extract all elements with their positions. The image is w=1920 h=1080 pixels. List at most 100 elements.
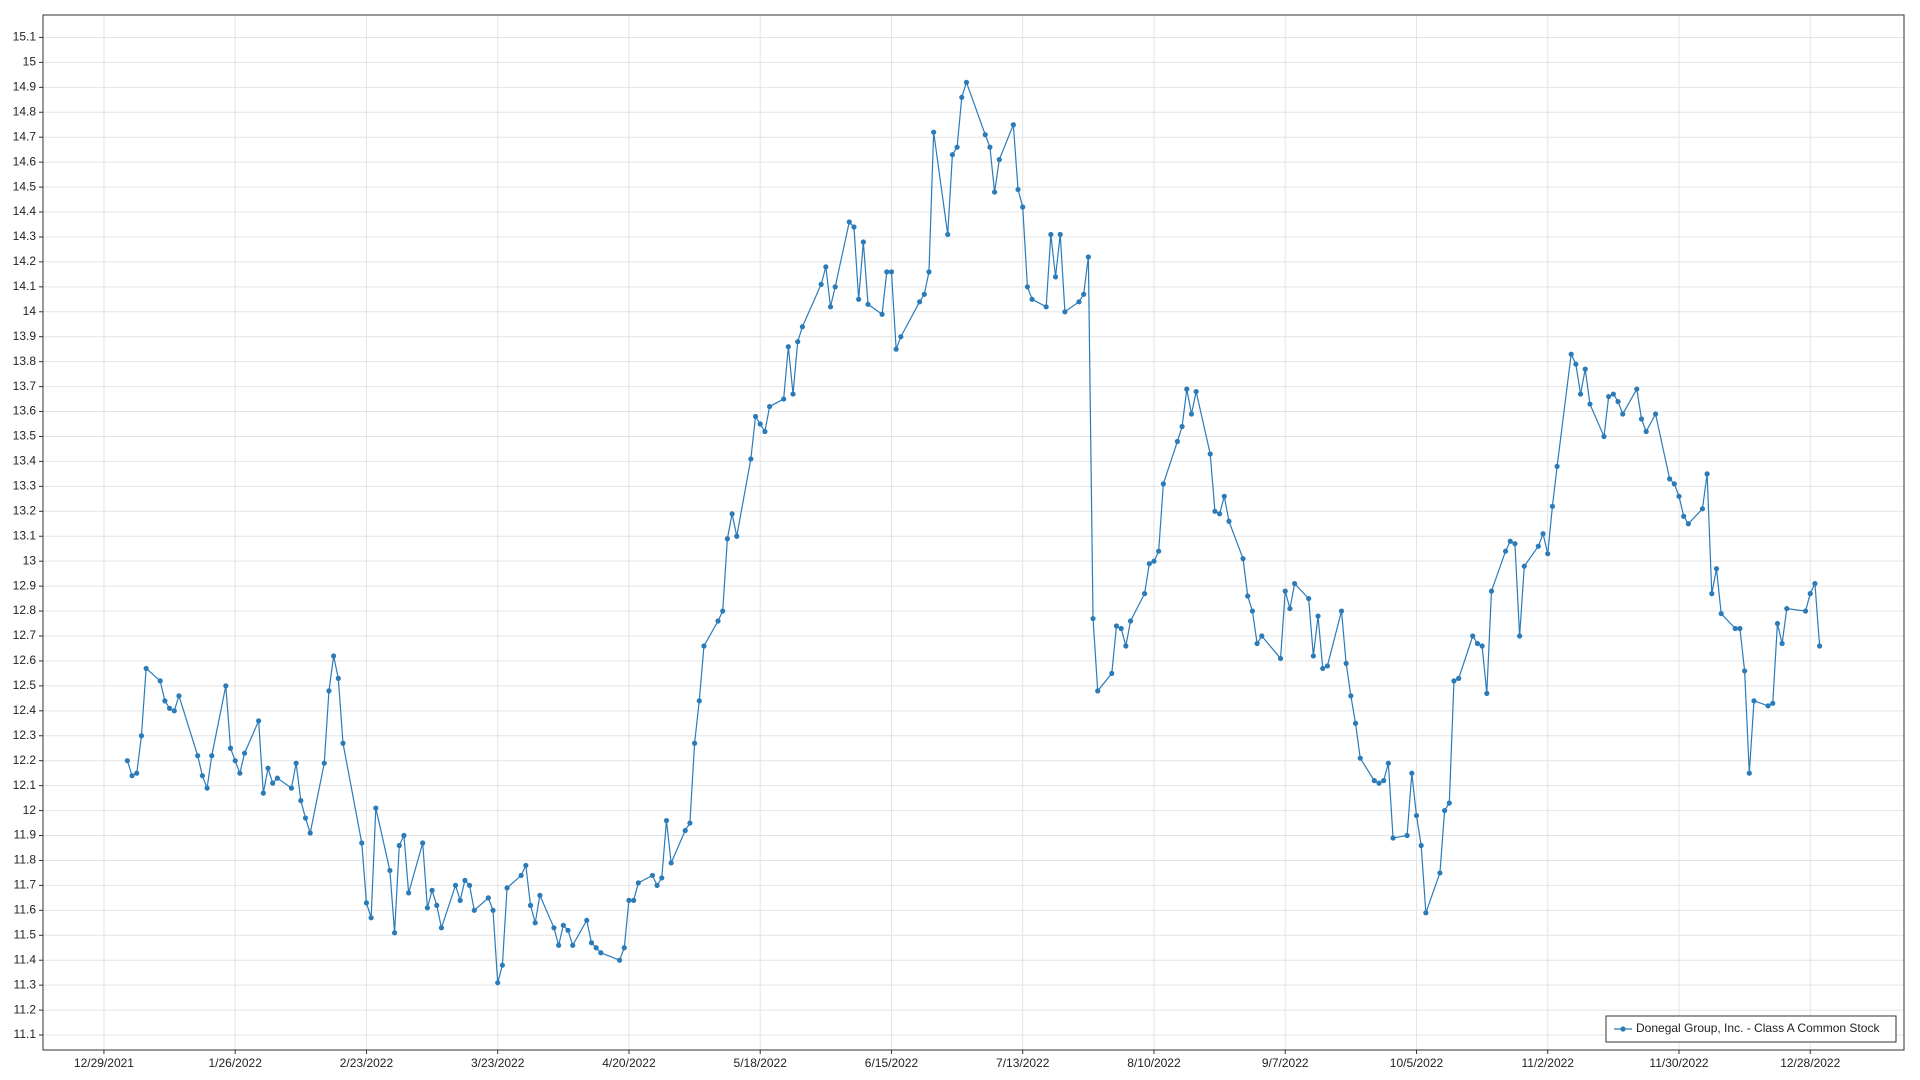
data-point: [631, 897, 637, 903]
data-point: [720, 608, 726, 614]
data-point: [1601, 433, 1607, 440]
x-tick-label: 8/10/2022: [1127, 1056, 1181, 1070]
y-tick-label: 14: [23, 304, 37, 318]
data-point: [1240, 556, 1246, 562]
data-point: [1277, 655, 1284, 662]
y-tick-label: 12: [23, 803, 37, 817]
data-point: [223, 683, 229, 689]
data-point: [1043, 304, 1049, 310]
y-tick-label: 12.9: [13, 578, 37, 592]
data-point: [1141, 591, 1148, 597]
data-point: [293, 760, 299, 766]
data-point: [1085, 254, 1091, 260]
data-point: [1746, 770, 1752, 776]
data-point: [227, 745, 234, 751]
data-point: [570, 942, 576, 948]
data-point: [274, 775, 280, 781]
data-point: [321, 760, 327, 766]
data-point: [1577, 391, 1584, 397]
data-point: [1681, 513, 1687, 519]
data-point: [1217, 511, 1223, 517]
data-point: [954, 144, 960, 150]
data-point: [1587, 401, 1593, 407]
data-point: [996, 157, 1002, 163]
data-point: [1442, 807, 1448, 814]
y-tick-label: 13.8: [13, 354, 37, 368]
data-point: [691, 740, 698, 746]
data-point: [1535, 543, 1541, 549]
data-point: [373, 805, 379, 811]
data-point: [598, 950, 604, 956]
data-point: [1517, 633, 1523, 639]
data-point: [668, 860, 674, 866]
data-point: [1259, 633, 1265, 639]
data-point: [823, 264, 829, 270]
data-point: [588, 940, 595, 946]
data-point: [1221, 493, 1227, 499]
data-point: [1521, 563, 1527, 569]
data-point: [818, 281, 824, 287]
data-point: [1549, 503, 1556, 509]
data-point: [1709, 591, 1715, 597]
data-point: [701, 643, 707, 649]
data-point: [1207, 451, 1213, 457]
data-point: [987, 144, 993, 150]
data-point: [1545, 551, 1551, 557]
data-point: [157, 678, 163, 684]
data-point: [368, 915, 374, 921]
data-point: [537, 892, 543, 898]
data-point: [1699, 506, 1706, 512]
data-point: [471, 907, 477, 913]
data-point: [1413, 812, 1420, 819]
y-tick-label: 11.8: [14, 853, 37, 867]
y-tick-label: 12.7: [13, 628, 37, 642]
plot-border: [42, 14, 1905, 1051]
data-point: [729, 511, 735, 517]
data-point: [1484, 690, 1490, 696]
data-point: [162, 698, 168, 704]
y-tick-label: 14.6: [13, 154, 37, 168]
data-point: [1179, 423, 1185, 430]
y-tick-label: 11.3: [14, 977, 37, 991]
data-point: [490, 907, 496, 913]
data-point: [959, 94, 965, 100]
data-point: [1095, 688, 1101, 694]
x-tick-label: 7/13/2022: [996, 1056, 1050, 1070]
data-point: [1479, 643, 1485, 649]
data-point: [1292, 581, 1298, 587]
y-tick-label: 15: [23, 55, 37, 69]
y-tick-label: 14.3: [13, 229, 37, 243]
x-tick-label: 9/7/2022: [1262, 1056, 1309, 1070]
data-point: [748, 456, 754, 462]
data-point: [270, 780, 276, 786]
data-point: [879, 311, 885, 317]
data-point: [846, 219, 852, 225]
y-tick-label: 13.2: [13, 503, 37, 517]
data-point: [1306, 595, 1312, 602]
data-point: [931, 129, 937, 135]
data-point: [893, 346, 899, 352]
data-point: [434, 902, 440, 908]
data-point: [1409, 770, 1415, 776]
y-tick-label: 11.6: [14, 903, 37, 917]
data-point: [1718, 610, 1724, 617]
legend-label: Donegal Group, Inc. - Class A Common Sto…: [1636, 1021, 1880, 1035]
data-point: [560, 922, 566, 928]
data-point: [401, 832, 407, 839]
data-point: [1010, 122, 1016, 128]
data-point: [621, 945, 627, 951]
data-point: [466, 882, 473, 888]
y-tick-label: 11.9: [14, 828, 37, 842]
y-tick-label: 12.6: [13, 653, 37, 667]
data-point: [1456, 675, 1462, 681]
y-tick-label: 12.3: [13, 728, 37, 742]
data-point: [687, 820, 693, 826]
data-point: [1437, 870, 1443, 876]
data-point: [556, 942, 562, 948]
data-point: [1671, 481, 1677, 487]
data-point: [649, 872, 655, 879]
data-point: [757, 421, 763, 427]
x-tick-label: 1/26/2022: [208, 1056, 262, 1070]
y-tick-label: 14.4: [13, 204, 37, 218]
